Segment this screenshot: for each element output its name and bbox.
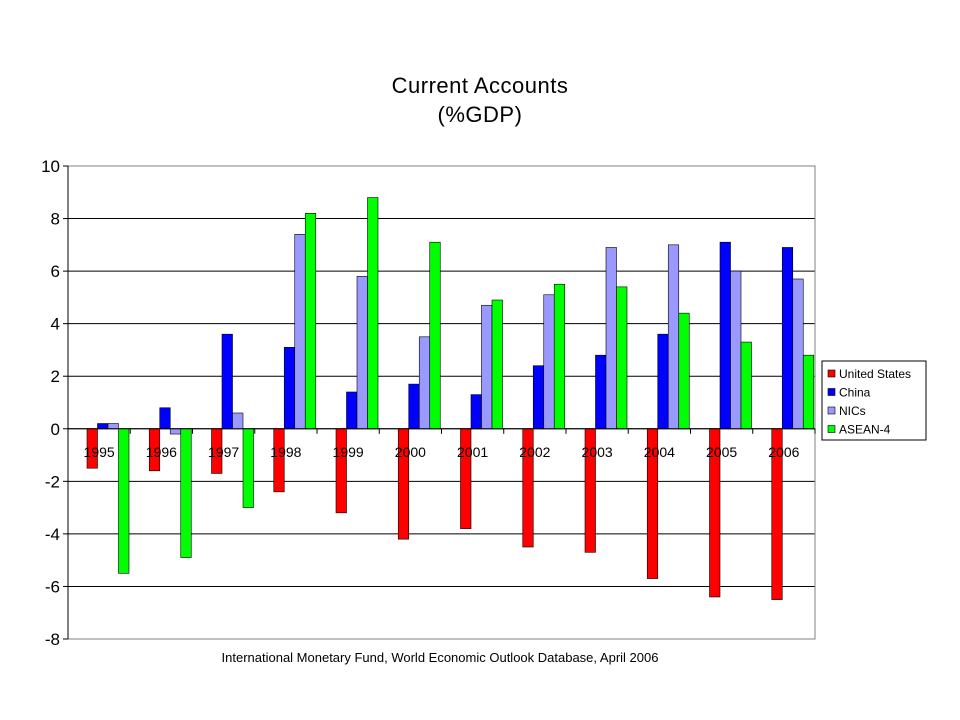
chart-title-line-1: Current Accounts (392, 73, 569, 98)
bar (159, 407, 171, 430)
bar (429, 241, 441, 430)
legend-label: United States (839, 367, 911, 381)
x-tick-label: 2005 (706, 444, 737, 460)
y-tick-labels: -8 -6 -4 -2 0 2 4 6 8 10 (41, 157, 60, 649)
x-tick-label: 2006 (768, 444, 799, 460)
y-tick-label: 6 (51, 262, 60, 281)
bar (491, 299, 503, 430)
bar (667, 244, 680, 430)
chart-title-line-2: (%GDP) (438, 102, 523, 127)
legend-label: ASEAN-4 (839, 423, 891, 437)
bar (356, 276, 368, 430)
x-tick-labels: 1995 1996 1997 1998 1999 2000 2001 2002 2003 2004… (84, 444, 800, 460)
bar (481, 304, 493, 430)
bar (418, 336, 431, 430)
legend-swatch (827, 406, 836, 415)
y-tick-label: 2 (51, 367, 60, 386)
bar (532, 365, 545, 430)
bar (221, 333, 233, 430)
bar (304, 213, 317, 430)
bar (657, 333, 669, 430)
x-tick-label: 2000 (395, 444, 426, 460)
bar (802, 354, 815, 430)
x-tick-label: 2002 (519, 444, 550, 460)
bar (97, 423, 109, 430)
bar (595, 354, 607, 430)
legend-box (821, 360, 927, 441)
bar (730, 270, 742, 430)
legend-label: China (839, 386, 871, 400)
legend-swatch (827, 425, 836, 433)
x-tick-label: 1996 (146, 444, 177, 460)
bar (408, 383, 420, 430)
plot-area-frame (67, 165, 816, 640)
legend: United States China NICs ASEAN-4 (821, 360, 927, 441)
bar (232, 412, 244, 430)
bar (346, 391, 358, 430)
y-tick-label: 10 (41, 157, 60, 176)
y-tick-label: 0 (51, 420, 60, 439)
x-tick-label: 2003 (582, 444, 613, 460)
y-tick-label: -8 (45, 630, 60, 649)
bar (294, 234, 306, 430)
bar (616, 286, 628, 430)
y-tick-label: -4 (45, 525, 60, 544)
y-tick-label: 4 (51, 315, 60, 334)
bar (553, 283, 566, 430)
bar (242, 428, 254, 508)
bar (719, 241, 731, 430)
legend-swatch (827, 388, 836, 396)
axes (63, 165, 816, 640)
bar (283, 347, 296, 430)
bars (86, 197, 815, 600)
bar (118, 428, 130, 574)
bar (367, 197, 379, 430)
x-tick-label: 2004 (644, 444, 675, 460)
bar (543, 294, 555, 430)
x-tick-label: 1997 (208, 444, 239, 460)
bar (169, 428, 182, 435)
y-tick-label: 8 (51, 210, 60, 229)
x-tick-label: 1998 (270, 444, 301, 460)
gridlines (68, 165, 815, 640)
bar (180, 428, 192, 558)
bar (605, 247, 617, 430)
bar (678, 312, 690, 430)
bar (781, 247, 794, 430)
x-tick-label: 1999 (333, 444, 364, 460)
y-tick-label: -6 (45, 577, 60, 596)
legend-swatch (827, 369, 836, 378)
bar (740, 341, 752, 430)
y-tick-label: -2 (45, 472, 60, 491)
source-note: International Monetary Fund, World Econo… (222, 650, 659, 665)
bar (470, 394, 482, 430)
bar (273, 428, 285, 493)
legend-label: NICs (839, 404, 866, 418)
bar (107, 423, 119, 430)
bar (335, 428, 347, 514)
bar (792, 278, 804, 430)
x-tick-label: 2001 (457, 444, 488, 460)
x-tick-label: 1995 (84, 444, 115, 460)
